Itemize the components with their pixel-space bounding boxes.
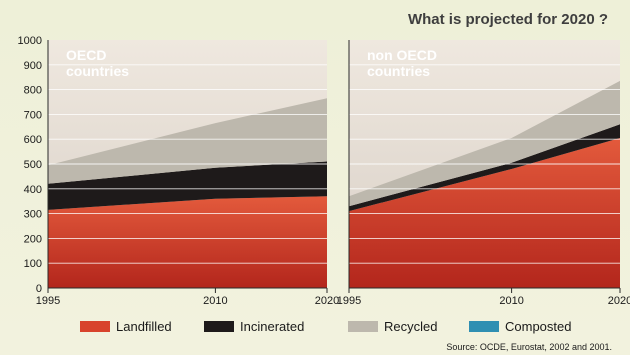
legend-item-recycled: Recycled (348, 319, 437, 334)
x-tick-label: 2010 (499, 295, 523, 307)
legend-label: Recycled (384, 319, 437, 334)
area-recycled (48, 98, 327, 184)
x-tick-label: 2010 (203, 295, 227, 307)
y-tick-label: 800 (24, 85, 42, 97)
legend-item-incinerated: Incinerated (204, 319, 304, 334)
legend-item-composted: Composted (469, 319, 571, 334)
x-tick-label: 1995 (337, 295, 361, 307)
area-landfilled (48, 196, 327, 288)
y-tick-label: 700 (24, 109, 42, 121)
legend: Landfilled Incinerated Recycled Composted (80, 319, 571, 334)
panel-label: OECD (66, 47, 106, 63)
y-tick-label: 500 (24, 159, 42, 171)
y-tick-label: 900 (24, 60, 42, 72)
chart-title: What is projected for 2020 ? (408, 11, 608, 28)
y-tick-label: 100 (24, 258, 42, 270)
legend-swatch (348, 321, 378, 332)
y-tick-label: 400 (24, 184, 42, 196)
area-incinerated (48, 161, 327, 210)
area-landfilled (349, 138, 620, 288)
legend-label: Landfilled (116, 319, 172, 334)
y-tick-label: 200 (24, 233, 42, 245)
x-tick-label: 2020 (608, 295, 630, 307)
y-tick-label: 600 (24, 134, 42, 146)
legend-swatch (80, 321, 110, 332)
y-tick-label: 300 (24, 209, 42, 221)
x-tick-label: 2020 (315, 295, 339, 307)
panel-label: non OECD (367, 47, 437, 63)
panels-group: 0 100 200 300 400 500 600 700 800 900 1000 1995 2010… (18, 35, 630, 307)
panel-label: countries (66, 63, 129, 79)
legend-swatch (469, 321, 499, 332)
legend-label: Incinerated (240, 319, 304, 334)
source-note: Source: OCDE, Eurostat, 2002 and 2001. (446, 342, 612, 352)
panel-1: 0 100 200 300 400 500 600 700 800 900 1000 1995 2010… (18, 35, 340, 307)
area-incinerated (349, 124, 620, 212)
legend-item-landfilled: Landfilled (80, 319, 172, 334)
panel-label: countries (367, 63, 430, 79)
x-tick-label: 1995 (36, 295, 60, 307)
y-tick-label: 1000 (18, 35, 42, 47)
area-recycled (349, 80, 620, 207)
y-tick-label: 0 (36, 283, 42, 295)
legend-swatch (204, 321, 234, 332)
legend-label: Composted (505, 319, 571, 334)
